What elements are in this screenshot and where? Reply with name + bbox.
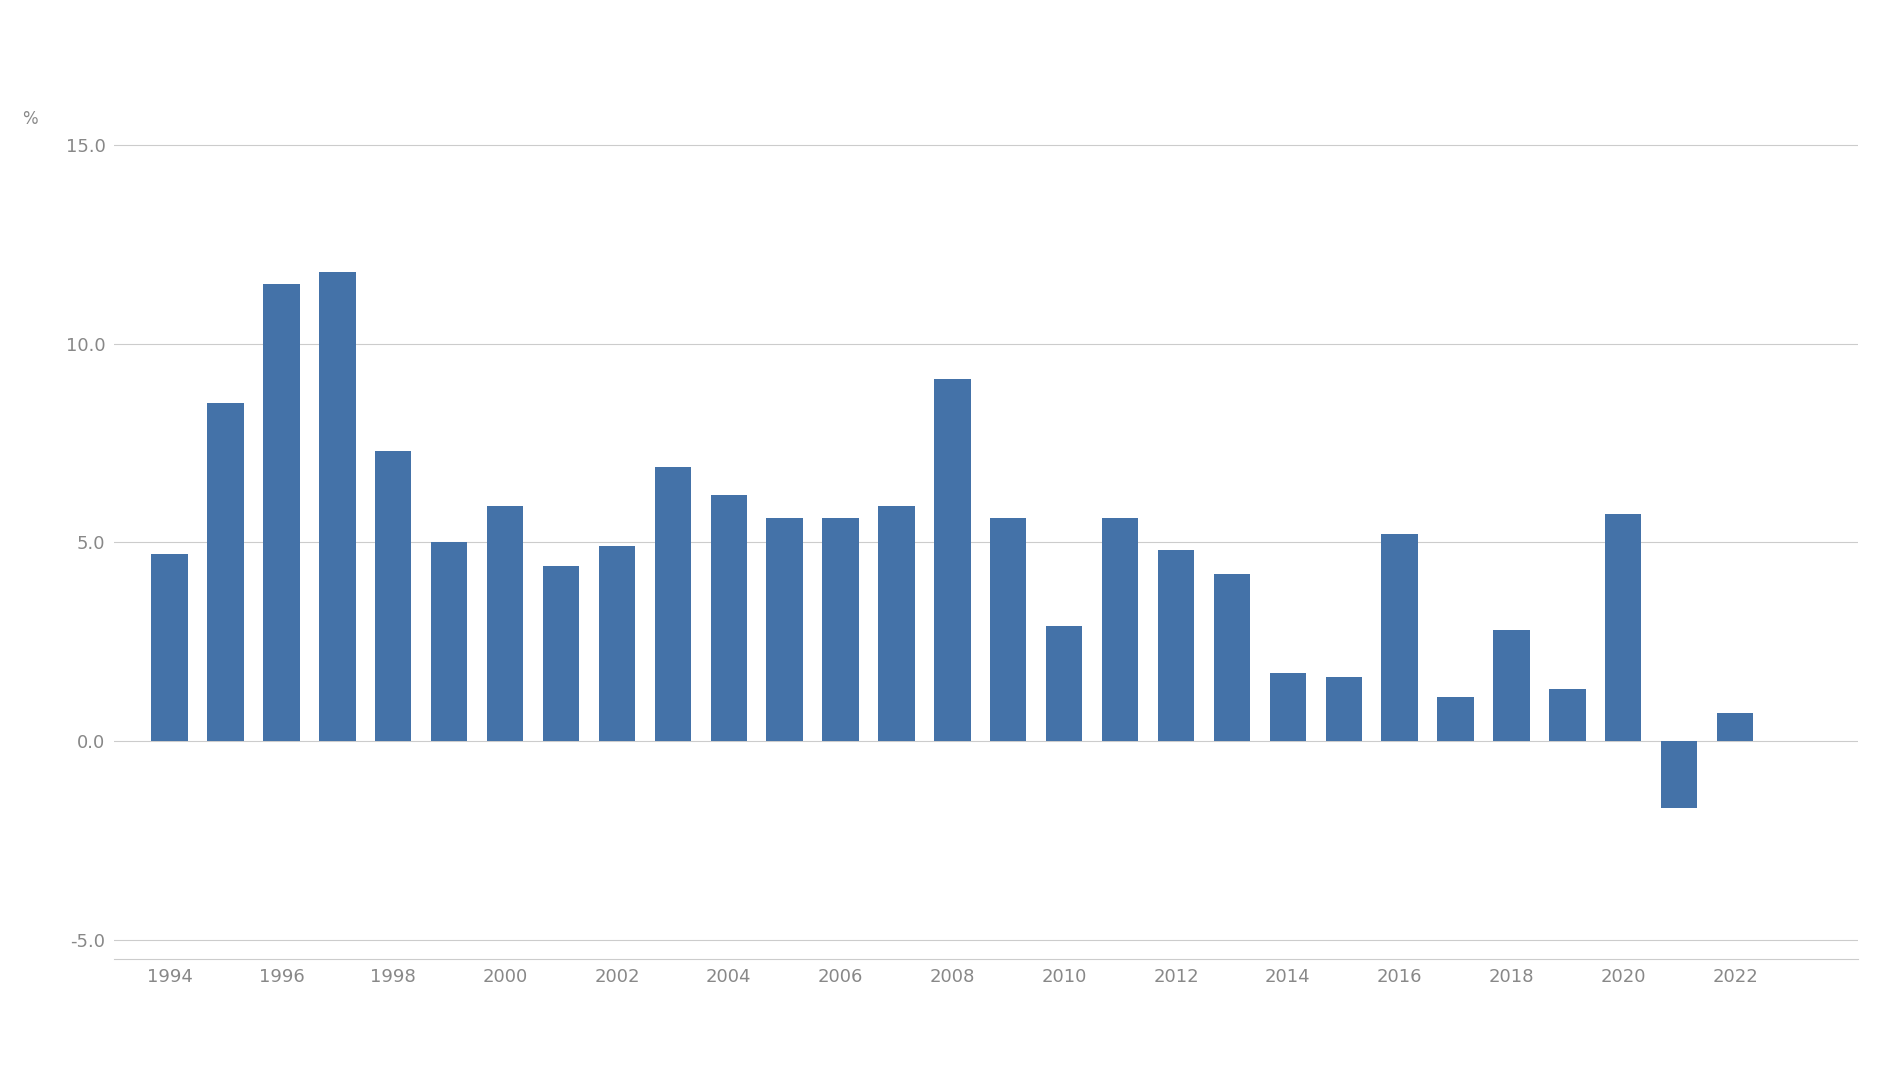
Bar: [375, 451, 411, 741]
Bar: [1158, 550, 1194, 741]
Bar: [935, 379, 971, 741]
Bar: [654, 467, 690, 741]
Bar: [430, 543, 468, 741]
Bar: [1661, 741, 1697, 808]
Bar: [878, 506, 914, 741]
Bar: [1325, 677, 1361, 741]
Bar: [1213, 574, 1249, 741]
Bar: [990, 518, 1026, 741]
Bar: [542, 566, 578, 741]
Bar: [152, 554, 188, 741]
Bar: [487, 506, 523, 741]
Bar: [1606, 515, 1642, 741]
Bar: [1047, 626, 1083, 741]
Bar: [1382, 534, 1418, 741]
Bar: [1102, 518, 1138, 741]
Bar: [766, 518, 802, 741]
Bar: [823, 518, 859, 741]
Bar: [319, 272, 356, 741]
Bar: [1494, 630, 1530, 741]
Bar: [599, 546, 635, 741]
Bar: [711, 495, 747, 741]
Bar: [1437, 697, 1473, 741]
Bar: [207, 403, 245, 741]
Bar: [1718, 713, 1754, 741]
Bar: [264, 284, 300, 741]
Text: %: %: [23, 110, 38, 128]
Bar: [1270, 674, 1306, 741]
Bar: [1549, 690, 1585, 741]
